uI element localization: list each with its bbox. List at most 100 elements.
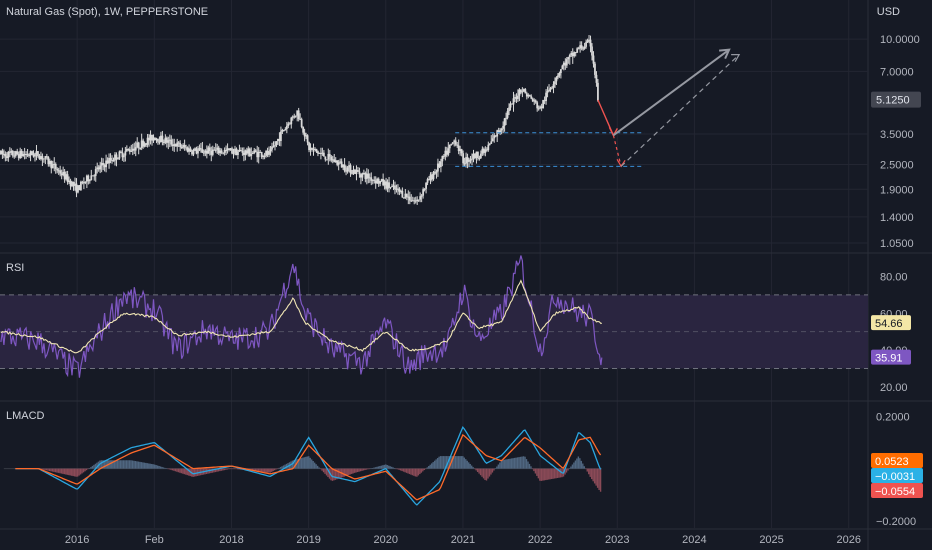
histogram-bar (159, 466, 162, 469)
candle-body (354, 169, 356, 174)
histogram-bar (254, 468, 257, 472)
candle-body (588, 39, 590, 41)
histogram-bar (459, 456, 461, 469)
candle-body (294, 115, 297, 117)
histogram-bar (429, 464, 431, 469)
histogram-bar (315, 464, 317, 469)
candle-body (519, 89, 522, 93)
histogram-bar (168, 468, 171, 470)
candle-body (134, 147, 137, 151)
candle-body (207, 147, 210, 154)
chart-title: Natural Gas (Spot), 1W, PEPPERSTONE (6, 6, 209, 18)
candle-body (524, 89, 527, 94)
histogram-bar (588, 468, 590, 475)
candle-body (517, 95, 519, 99)
histogram-bar (404, 468, 406, 473)
histogram-bar (368, 468, 371, 470)
histogram-bar (162, 467, 165, 469)
histogram-bar (493, 468, 495, 471)
candle-body (465, 157, 467, 164)
candle-body (352, 169, 355, 174)
histogram-bar (542, 468, 544, 481)
candle-body (487, 144, 490, 151)
signal-value-label-badge (871, 453, 923, 468)
histogram-bar (121, 460, 123, 469)
candle-body (586, 40, 589, 43)
candle-body (312, 148, 315, 150)
histogram-bar (82, 468, 85, 473)
candle-body (214, 149, 217, 151)
x-tick-label: 2019 (296, 534, 320, 546)
candle-body (281, 130, 284, 132)
candle-body (508, 107, 510, 112)
histogram-bar (337, 468, 340, 479)
histogram-bar (524, 456, 526, 469)
candle-body (303, 132, 306, 137)
histogram-bar (577, 456, 580, 469)
candle-body (368, 177, 371, 179)
candle-body (188, 148, 190, 152)
histogram-bar (351, 468, 353, 474)
x-tick-label: 2026 (836, 534, 860, 546)
candle-body (417, 199, 420, 201)
histogram-bar (479, 468, 482, 476)
candle-body (253, 150, 256, 153)
histogram-bar (145, 462, 147, 469)
histogram-bar (193, 468, 196, 477)
histogram-bar (79, 468, 82, 475)
candle-body (182, 145, 185, 148)
lmacd-y-tick-label: −0.2000 (876, 516, 916, 528)
histogram-bar (402, 468, 405, 472)
histogram-bar (349, 468, 351, 475)
candle-body (582, 48, 585, 50)
histogram-bar (522, 456, 525, 469)
histogram-bar (405, 468, 408, 473)
last-price-label: 5.1250 (876, 95, 910, 107)
candle-body (511, 103, 513, 105)
candle-body (77, 185, 79, 193)
histogram-bar (311, 459, 313, 469)
candle-body (506, 111, 509, 118)
candle-body (137, 142, 140, 148)
candle-body (234, 148, 236, 153)
candle-body (171, 144, 174, 147)
candle-body (327, 154, 330, 160)
candle-body (219, 150, 222, 154)
histogram-bar (482, 468, 485, 479)
histogram-bar (275, 468, 277, 470)
histogram-bar (550, 468, 553, 480)
histogram-bar (71, 468, 73, 476)
projection-drop-dashed (612, 135, 622, 167)
histogram-bar (371, 468, 374, 469)
histogram-bar (510, 458, 513, 469)
histogram-bar (521, 456, 523, 469)
histogram-bar (309, 457, 311, 469)
candle-body (395, 188, 398, 190)
candle-body (105, 160, 108, 168)
histogram-bar (91, 465, 94, 469)
histogram-bar (119, 460, 122, 469)
histogram-bar (401, 468, 403, 472)
histogram-bar (136, 461, 138, 469)
candle-body (48, 160, 51, 165)
lmacd-value-label-badge (871, 468, 923, 483)
histogram-bar (549, 468, 551, 480)
candle-body (484, 149, 487, 153)
candle-body (185, 147, 187, 149)
candle-body (192, 149, 195, 155)
histogram-bar (130, 460, 132, 469)
candle-body (191, 151, 193, 155)
histogram-bar (590, 468, 593, 480)
candle-body (497, 130, 500, 133)
candle-body (546, 91, 549, 93)
x-tick-label: 2022 (528, 534, 552, 546)
candle-body (142, 140, 145, 147)
candle-body (536, 102, 539, 109)
candle-body (502, 125, 505, 129)
candle-body (269, 149, 272, 152)
candle-body (109, 157, 112, 160)
histogram-bar (580, 460, 583, 469)
histogram-bar (518, 457, 520, 469)
candle-body (478, 157, 481, 159)
